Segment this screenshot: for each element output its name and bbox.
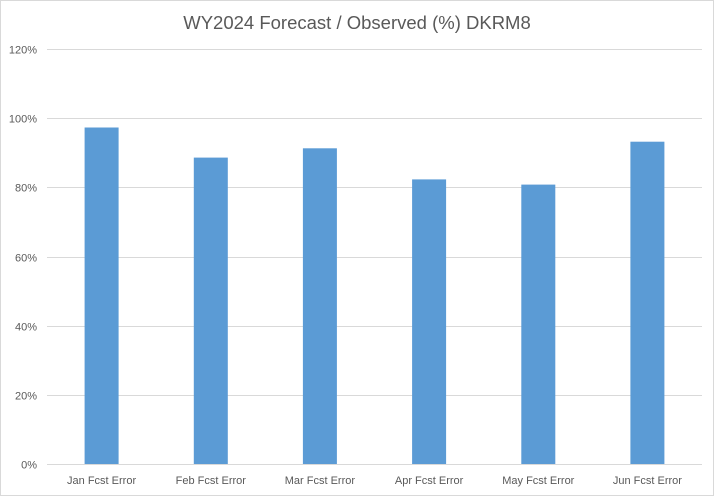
y-tick-label: 40% — [15, 322, 37, 334]
y-tick-label: 0% — [21, 460, 37, 472]
bar-feb-fcst-error — [193, 157, 228, 464]
y-tick-label: 20% — [15, 391, 37, 403]
y-tick-label: 100% — [9, 114, 37, 126]
x-tick-label: Mar Fcst Error — [285, 475, 356, 487]
x-axis-tick-labels: Jan Fcst Error Feb Fcst Error Mar Fcst Err… — [67, 475, 682, 487]
bar-jan-fcst-error — [84, 127, 119, 464]
x-tick-label: Jan Fcst Error — [67, 475, 136, 487]
y-axis-tick-labels: 0% 20% 40% 60% 80% 100% 120% — [9, 45, 37, 472]
x-tick-label: Feb Fcst Error — [176, 475, 247, 487]
bar-mar-fcst-error — [302, 148, 337, 465]
chart-title: WY2024 Forecast / Observed (%) DKRM8 — [183, 12, 531, 33]
bar-apr-fcst-error — [412, 179, 447, 464]
gridlines — [47, 49, 702, 465]
y-tick-label: 120% — [9, 45, 37, 57]
x-tick-label: May Fcst Error — [502, 475, 574, 487]
x-tick-label: Apr Fcst Error — [395, 475, 464, 487]
x-tick-label: Jun Fcst Error — [613, 475, 682, 487]
y-tick-label: 60% — [15, 253, 37, 265]
y-tick-label: 80% — [15, 183, 37, 195]
bar-may-fcst-error — [521, 184, 556, 464]
bars — [84, 127, 665, 465]
bar-jun-fcst-error — [630, 141, 665, 464]
